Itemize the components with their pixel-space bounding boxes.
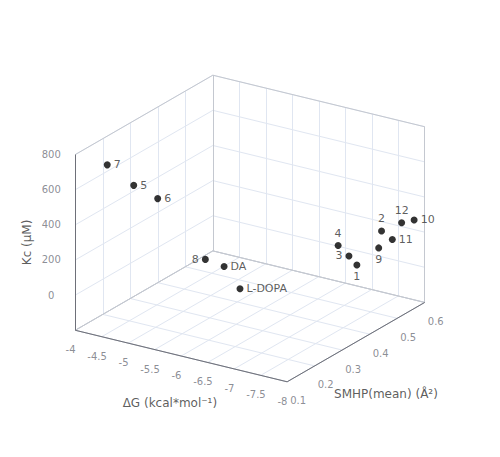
svg-text:600: 600 (42, 184, 61, 195)
svg-text:4: 4 (335, 227, 342, 240)
svg-text:7: 7 (114, 158, 121, 171)
svg-text:SMHP(mean) (Å²): SMHP(mean) (Å²) (334, 386, 438, 401)
svg-text:-4: -4 (66, 344, 76, 355)
svg-text:Kc (μM): Kc (μM) (20, 220, 34, 266)
svg-text:8: 8 (192, 253, 199, 266)
svg-text:-5.5: -5.5 (140, 364, 160, 375)
svg-text:-4.5: -4.5 (87, 351, 107, 362)
svg-text:1: 1 (353, 270, 360, 283)
svg-text:200: 200 (42, 254, 61, 265)
svg-text:0.6: 0.6 (428, 316, 444, 327)
svg-text:2: 2 (378, 212, 385, 225)
svg-text:0.3: 0.3 (345, 364, 361, 375)
svg-text:11: 11 (399, 233, 413, 246)
svg-text:12: 12 (395, 204, 409, 217)
svg-text:0.1: 0.1 (290, 395, 306, 406)
svg-text:-7: -7 (224, 383, 234, 394)
svg-text:-5: -5 (119, 357, 129, 368)
svg-text:10: 10 (421, 213, 435, 226)
svg-text:0: 0 (48, 290, 54, 301)
svg-text:-6: -6 (171, 370, 181, 381)
svg-text:6: 6 (164, 192, 171, 205)
svg-text:-6.5: -6.5 (193, 376, 213, 387)
svg-text:5: 5 (140, 179, 147, 192)
svg-text:0.5: 0.5 (400, 332, 416, 343)
svg-text:DA: DA (231, 260, 247, 273)
svg-text:0.2: 0.2 (318, 379, 334, 390)
svg-text:L-DOPA: L-DOPA (246, 282, 287, 295)
svg-text:0.4: 0.4 (373, 348, 389, 359)
svg-text:9: 9 (375, 253, 382, 266)
svg-text:3: 3 (335, 249, 342, 262)
svg-text:-7.5: -7.5 (246, 389, 266, 400)
svg-text:400: 400 (42, 219, 61, 230)
svg-text:-8: -8 (277, 396, 287, 407)
svg-text:ΔG (kcal*mol⁻¹): ΔG (kcal*mol⁻¹) (123, 396, 217, 410)
svg-text:800: 800 (42, 149, 61, 160)
